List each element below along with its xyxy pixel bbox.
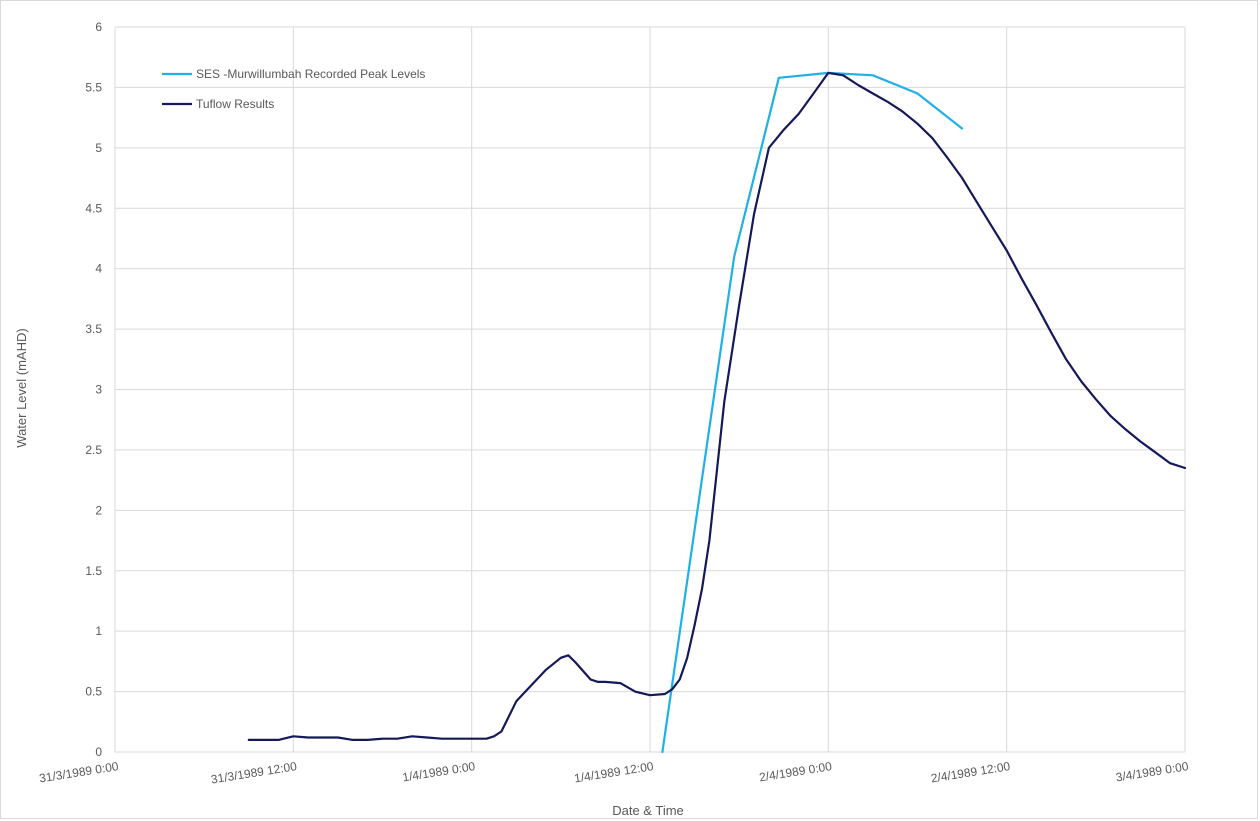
y-tick-label: 5 bbox=[95, 141, 102, 155]
y-tick-label: 0 bbox=[95, 745, 102, 759]
x-tick-label: 1/4/1989 0:00 bbox=[401, 759, 476, 784]
series-line-tuflow-results bbox=[247, 71, 1187, 742]
y-tick-label: 6 bbox=[95, 20, 102, 34]
y-tick-label: 3.5 bbox=[85, 322, 102, 336]
x-tick-label: 2/4/1989 12:00 bbox=[930, 759, 1012, 785]
x-tick-label: 31/3/1989 12:00 bbox=[210, 759, 298, 786]
y-tick-label: 3 bbox=[95, 383, 102, 397]
y-tick-labels: 0 0.5 1 1.5 2 2.5 3 3.5 4 4.5 5 5.5 6 bbox=[85, 20, 102, 759]
y-axis-title: Water Level (mAHD) bbox=[14, 328, 29, 447]
x-tick-labels: 31/3/1989 0:00 31/3/1989 12:00 1/4/1989 0:… bbox=[38, 759, 1190, 786]
y-tick-label: 5.5 bbox=[85, 80, 102, 94]
y-tick-label: 1.5 bbox=[85, 564, 102, 578]
x-axis-title: Date & Time bbox=[612, 803, 684, 818]
y-tick-label: 2.5 bbox=[85, 443, 102, 457]
y-tick-label: 0.5 bbox=[85, 685, 102, 699]
legend-label: Tuflow Results bbox=[196, 97, 274, 111]
y-tick-label: 1 bbox=[95, 624, 102, 638]
x-tick-label: 1/4/1989 12:00 bbox=[573, 759, 655, 785]
y-tick-label: 4.5 bbox=[85, 201, 102, 215]
grid-lines bbox=[114, 26, 1186, 753]
legend-label: SES -Murwillumbah Recorded Peak Levels bbox=[196, 67, 425, 81]
series-line-recorded-peak-levels bbox=[661, 71, 964, 754]
x-tick-label: 3/4/1989 0:00 bbox=[1115, 759, 1190, 784]
legend: SES -Murwillumbah Recorded Peak Levels Tu… bbox=[162, 67, 425, 111]
x-tick-label: 2/4/1989 0:00 bbox=[758, 759, 833, 784]
y-tick-label: 4 bbox=[95, 262, 102, 276]
x-tick-label: 31/3/1989 0:00 bbox=[38, 759, 120, 785]
y-tick-label: 2 bbox=[95, 503, 102, 517]
series-lines bbox=[247, 71, 1187, 754]
